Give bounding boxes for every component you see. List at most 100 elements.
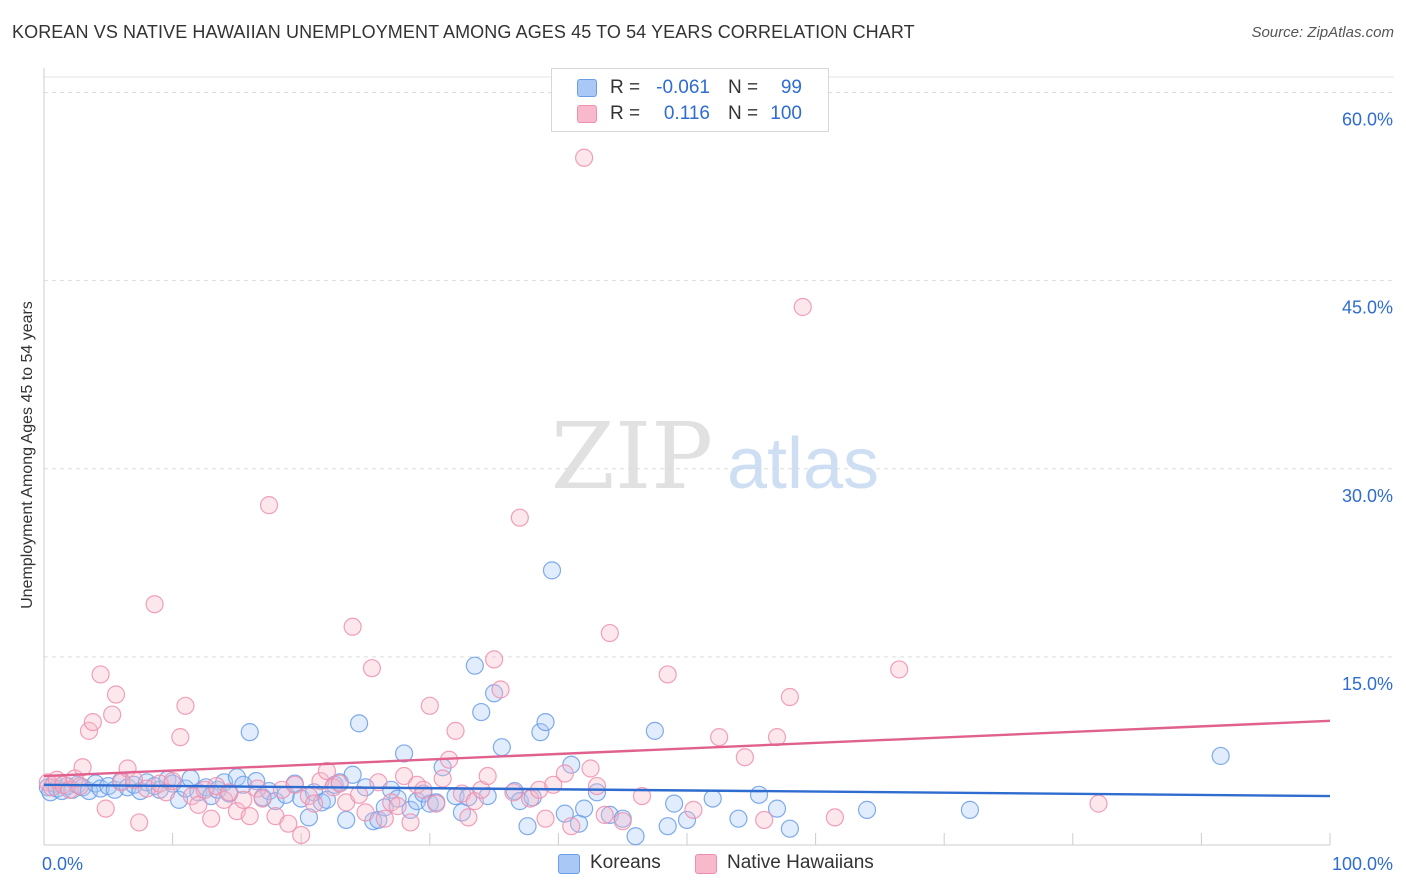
hawaiian-point: [189, 795, 208, 814]
watermark-zip: ZIP: [551, 403, 713, 510]
korean-point: [240, 723, 259, 742]
hawaiian-point: [91, 665, 110, 684]
y-tick-label: 45.0%: [1342, 298, 1393, 318]
trend-layer: [43, 719, 1331, 798]
korean-point: [465, 656, 484, 675]
korean-point: [703, 789, 722, 808]
y-tick-label: 30.0%: [1342, 486, 1393, 506]
korean-point: [337, 810, 356, 830]
hawaiian-point: [581, 759, 600, 778]
hawaiian-point: [446, 721, 465, 740]
hawaiian-point: [684, 800, 703, 819]
hawaiian-point: [375, 809, 394, 828]
korean-point: [472, 702, 491, 722]
hawaiian-point: [478, 766, 497, 786]
hawaiian-point: [343, 617, 362, 636]
hawaiian-point: [710, 728, 729, 747]
hawaiian-point: [536, 809, 555, 828]
korean-point: [729, 809, 748, 828]
chart-title: KOREAN VS NATIVE HAWAIIAN UNEMPLOYMENT A…: [12, 22, 915, 42]
watermark: ZIP atlas: [551, 403, 879, 510]
korean-point: [518, 817, 537, 836]
series-swatch-koreans: [558, 854, 580, 874]
korean-point: [343, 765, 362, 784]
series-legend: Koreans Native Hawaiians: [0, 852, 1406, 878]
points-layer: [38, 148, 1230, 846]
hawaiian-point: [414, 780, 433, 799]
korean-point: [542, 561, 562, 580]
korean-point: [505, 781, 524, 801]
grid-layer: [44, 76, 1394, 658]
x-tick-label: 0.0%: [42, 854, 83, 874]
hawaiian-point: [658, 665, 677, 684]
series-swatch-native-hawaiians: [695, 854, 717, 874]
hawaiian-point: [555, 764, 574, 783]
korean-point: [349, 714, 369, 733]
hawaiian-point: [259, 496, 279, 515]
hawaiian-point: [793, 297, 812, 317]
hawaiian-point: [890, 660, 909, 679]
series-name-native-hawaiians: Native Hawaiians: [727, 852, 874, 873]
hawaiian-point: [613, 812, 632, 831]
hawaiian-point: [304, 794, 324, 813]
korean-trend-line: [43, 783, 1331, 798]
korean-point: [79, 781, 99, 801]
korean-point: [587, 783, 607, 802]
hawaiian-point: [96, 799, 115, 818]
hawaiian-point: [401, 813, 420, 832]
x-tick-label: 100.0%: [1332, 854, 1393, 874]
korean-point: [645, 721, 664, 740]
hawaiian-point: [491, 680, 510, 699]
legend-row-koreans: R = -0.061 N = 99: [552, 75, 828, 101]
y-tick-label: 60.0%: [1342, 110, 1393, 130]
legend-row-native-hawaiians: R = 0.116 N = 100: [552, 101, 828, 127]
hawaiian-point: [755, 810, 774, 830]
legend-n-value-koreans: 99: [780, 77, 802, 98]
korean-point: [857, 800, 877, 819]
tick-label-layer: 15.0% 30.0% 45.0% 60.0% 0.0% 100.0%: [42, 110, 1393, 874]
hawaiian-point: [735, 748, 754, 767]
legend-swatch-koreans: [577, 79, 597, 97]
hawaiian-point: [485, 650, 504, 669]
hawaiian-point: [220, 783, 239, 802]
hawaiian-point: [825, 808, 844, 827]
hawaiian-point: [362, 659, 382, 678]
hawaiian-point: [356, 803, 375, 822]
korean-point: [749, 785, 769, 804]
legend-n-value-native-hawaiians: 100: [770, 103, 802, 124]
hawaiian-point: [279, 814, 298, 833]
hawaiian-point: [145, 595, 164, 614]
korean-point: [658, 817, 677, 836]
hawaiian-point: [106, 685, 126, 704]
series-name-koreans: Koreans: [590, 852, 661, 873]
hawaiian-point: [780, 687, 799, 707]
hawaiian-point: [103, 705, 122, 724]
hawaiian-point: [330, 774, 349, 793]
hawaiian-point: [767, 728, 787, 747]
legend-n-label: N =: [728, 103, 759, 124]
korean-point: [536, 712, 555, 732]
hawaiian-point: [349, 785, 369, 804]
legend-r-label: R =: [610, 77, 641, 98]
korean-point: [665, 794, 684, 813]
hawaiian-point: [504, 783, 523, 802]
hawaiian-point: [157, 783, 176, 802]
hawaiian-point: [562, 817, 581, 836]
hawaiian-point: [317, 761, 337, 781]
korean-point: [299, 808, 319, 827]
hawaiian-point: [285, 775, 304, 794]
korean-point: [492, 738, 511, 757]
legend-n-label: N =: [728, 77, 759, 98]
legend-r-label: R =: [610, 103, 641, 124]
hawaiian-point: [234, 790, 253, 809]
korean-point: [394, 744, 414, 763]
hawaiian-point: [433, 769, 452, 788]
hawaiian-point: [465, 792, 484, 811]
hawaiian-point: [575, 148, 594, 167]
hawaiian-point: [587, 776, 607, 796]
korean-point: [247, 771, 266, 791]
hawaiian-point: [83, 712, 102, 732]
hawaiian-point: [130, 813, 149, 832]
hawaiian-trend-line: [43, 719, 1331, 778]
source-label: Source: ZipAtlas.com: [1251, 24, 1394, 41]
